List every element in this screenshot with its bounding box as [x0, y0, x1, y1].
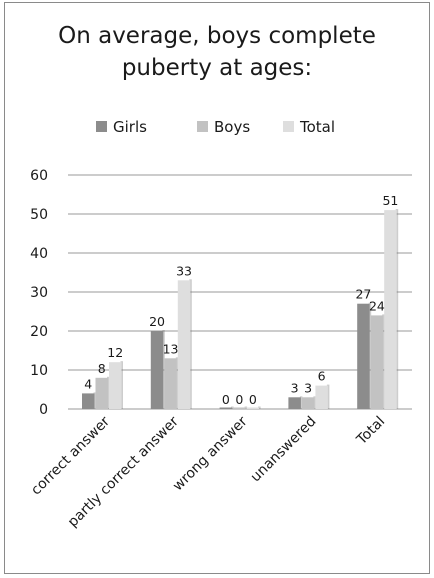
- data-label: 0: [249, 392, 257, 407]
- data-label: 3: [291, 380, 299, 395]
- data-label: 0: [222, 392, 230, 407]
- data-label: 20: [149, 314, 165, 329]
- bar-total: [177, 280, 191, 409]
- bar-girls: [288, 397, 301, 409]
- bar-shadow: [120, 361, 123, 409]
- bar-shadow: [231, 406, 234, 409]
- y-tick-label: 10: [30, 363, 48, 379]
- bar-boys: [370, 315, 384, 409]
- bar-girls: [219, 407, 233, 409]
- data-label: 0: [235, 392, 243, 407]
- legend-swatch-girls: [96, 121, 107, 132]
- data-label: 3: [304, 380, 312, 395]
- chart-title: On average, boys complete puberty at age…: [0, 20, 434, 84]
- bars: [82, 209, 399, 409]
- bar-shadow: [162, 330, 165, 409]
- data-label: 8: [98, 361, 106, 376]
- chart-title-line-2: puberty at ages:: [121, 55, 313, 81]
- y-tick-label: 30: [30, 285, 48, 301]
- chart-title-line-1: On average, boys complete: [58, 23, 376, 49]
- bar-boys: [233, 407, 246, 409]
- data-label: 13: [163, 341, 179, 356]
- legend: Girls Boys Total: [96, 118, 335, 136]
- gridlines: [68, 174, 412, 410]
- y-tick-label: 50: [30, 207, 48, 223]
- bar-shadow: [368, 302, 372, 409]
- bar-boys: [95, 377, 108, 409]
- data-label: 12: [107, 345, 123, 360]
- data-label: 51: [382, 193, 398, 208]
- chart-frame: [4, 2, 430, 574]
- bar-total: [109, 362, 122, 409]
- x-category-label: unanswered: [248, 414, 320, 486]
- bar-shadow: [258, 406, 261, 409]
- legend-swatch-boys: [197, 121, 208, 132]
- bar-boys: [301, 397, 315, 409]
- data-label: 33: [176, 263, 192, 278]
- bar-shadow: [244, 406, 248, 409]
- bar-shadow: [382, 314, 385, 409]
- bar-shadow: [175, 357, 179, 409]
- bar-shadow: [299, 396, 303, 409]
- y-tick-label: 60: [30, 168, 48, 184]
- bar-shadow: [107, 376, 110, 409]
- bar-girls: [357, 303, 370, 409]
- legend-label-total: Total: [299, 118, 335, 136]
- bar-shadow: [93, 392, 96, 409]
- y-axis: 0 10 20 30 40 50 60: [30, 168, 48, 418]
- data-label: 24: [369, 298, 385, 313]
- bar-girls: [82, 393, 95, 409]
- y-tick-label: 20: [30, 324, 48, 340]
- bar-total: [384, 210, 397, 409]
- legend-label-girls: Girls: [113, 118, 147, 136]
- legend-swatch-total: [283, 121, 294, 132]
- x-category-label: partly correct answer: [65, 413, 182, 530]
- bar-shadow: [313, 396, 316, 409]
- x-category-label: wrong answer: [170, 413, 251, 494]
- data-label: 4: [84, 376, 92, 391]
- bar-total: [246, 407, 260, 409]
- data-label: 6: [318, 369, 326, 384]
- bar-girls: [150, 331, 164, 409]
- bar-boys: [164, 358, 177, 409]
- bar-shadow: [395, 209, 399, 409]
- x-category-label: Total: [353, 414, 388, 449]
- data-label: 27: [355, 287, 371, 302]
- bar-total: [315, 385, 328, 409]
- legend-label-boys: Boys: [214, 118, 250, 136]
- y-tick-label: 40: [30, 246, 48, 262]
- bar-shadow: [189, 279, 192, 409]
- bar-shadow: [326, 384, 330, 409]
- y-tick-label: 0: [39, 402, 48, 418]
